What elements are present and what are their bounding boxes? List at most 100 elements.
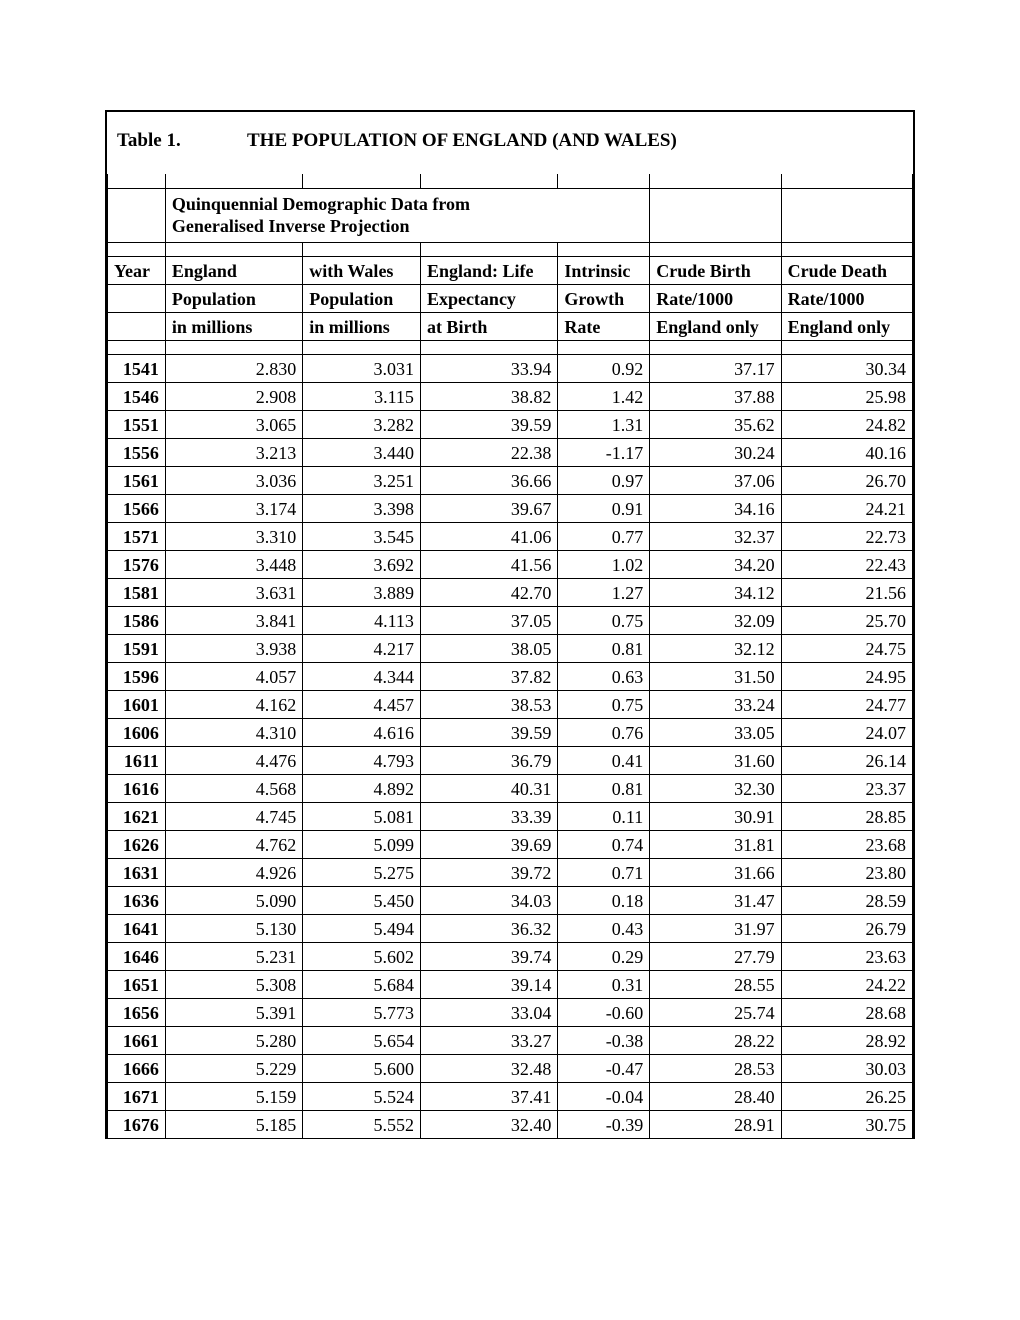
subtitle-line2: Generalised Inverse Projection xyxy=(172,216,410,236)
data-cell: 0.77 xyxy=(558,522,650,550)
data-cell: 3.440 xyxy=(303,438,421,466)
data-cell: 1646 xyxy=(108,942,166,970)
header-cell: England only xyxy=(650,312,781,340)
data-cell: 1571 xyxy=(108,522,166,550)
table-title: THE POPULATION OF ENGLAND (AND WALES) xyxy=(247,130,903,152)
header-cell xyxy=(108,284,166,312)
data-cell: 28.92 xyxy=(781,1026,912,1054)
header-cell: Year xyxy=(108,256,166,284)
data-cell: 4.762 xyxy=(165,830,302,858)
data-cell: 5.231 xyxy=(165,942,302,970)
data-cell: 30.91 xyxy=(650,802,781,830)
data-cell: 22.73 xyxy=(781,522,912,550)
data-cell: 28.22 xyxy=(650,1026,781,1054)
data-cell: 5.159 xyxy=(165,1082,302,1110)
data-cell: -0.04 xyxy=(558,1082,650,1110)
table-row: 15513.0653.28239.591.3135.6224.82 xyxy=(108,410,913,438)
table-row: 15913.9384.21738.050.8132.1224.75 xyxy=(108,634,913,662)
table-row: 15763.4483.69241.561.0234.2022.43 xyxy=(108,550,913,578)
data-cell: 30.24 xyxy=(650,438,781,466)
data-cell: 3.545 xyxy=(303,522,421,550)
data-cell: 28.68 xyxy=(781,998,912,1026)
data-cell: 4.476 xyxy=(165,746,302,774)
data-cell: 4.217 xyxy=(303,634,421,662)
data-cell: 32.12 xyxy=(650,634,781,662)
data-cell: 1601 xyxy=(108,690,166,718)
data-cell: 34.12 xyxy=(650,578,781,606)
data-cell: 31.97 xyxy=(650,914,781,942)
data-cell: 2.908 xyxy=(165,382,302,410)
data-cell: 1546 xyxy=(108,382,166,410)
data-cell: 1561 xyxy=(108,466,166,494)
data-cell: 23.80 xyxy=(781,858,912,886)
data-cell: 0.75 xyxy=(558,690,650,718)
data-cell: 25.70 xyxy=(781,606,912,634)
header-row: in millionsin millionsat BirthRateEnglan… xyxy=(108,312,913,340)
data-cell: 0.81 xyxy=(558,774,650,802)
data-cell: 31.47 xyxy=(650,886,781,914)
data-cell: 1651 xyxy=(108,970,166,998)
data-cell: 0.18 xyxy=(558,886,650,914)
data-cell: 42.70 xyxy=(420,578,557,606)
data-cell: 5.090 xyxy=(165,886,302,914)
data-cell: 1606 xyxy=(108,718,166,746)
header-cell: Population xyxy=(303,284,421,312)
header-cell: England: Life xyxy=(420,256,557,284)
data-cell: 1626 xyxy=(108,830,166,858)
table-row: 15563.2133.44022.38-1.1730.2440.16 xyxy=(108,438,913,466)
data-cell: 4.162 xyxy=(165,690,302,718)
data-cell: 33.04 xyxy=(420,998,557,1026)
data-cell: 28.91 xyxy=(650,1110,781,1138)
data-cell: 3.841 xyxy=(165,606,302,634)
header-row: YearEnglandwith WalesEngland: LifeIntrin… xyxy=(108,256,913,284)
data-cell: 35.62 xyxy=(650,410,781,438)
data-cell: 3.115 xyxy=(303,382,421,410)
data-cell: 5.773 xyxy=(303,998,421,1026)
data-cell: 30.34 xyxy=(781,354,912,382)
spacer-row xyxy=(108,174,913,188)
data-cell: 31.66 xyxy=(650,858,781,886)
data-cell: 24.22 xyxy=(781,970,912,998)
header-cell: with Wales xyxy=(303,256,421,284)
data-cell: 0.75 xyxy=(558,606,650,634)
data-cell: 39.67 xyxy=(420,494,557,522)
table-row: 15863.8414.11337.050.7532.0925.70 xyxy=(108,606,913,634)
header-cell: at Birth xyxy=(420,312,557,340)
data-cell: 3.398 xyxy=(303,494,421,522)
data-cell: 24.95 xyxy=(781,662,912,690)
table-row: 15462.9083.11538.821.4237.8825.98 xyxy=(108,382,913,410)
data-cell: 36.66 xyxy=(420,466,557,494)
data-cell: 5.524 xyxy=(303,1082,421,1110)
data-cell: 5.275 xyxy=(303,858,421,886)
data-cell: 39.72 xyxy=(420,858,557,886)
data-cell: 22.38 xyxy=(420,438,557,466)
data-cell: 5.684 xyxy=(303,970,421,998)
data-cell: 28.40 xyxy=(650,1082,781,1110)
table-row: 15813.6313.88942.701.2734.1221.56 xyxy=(108,578,913,606)
data-cell: 5.081 xyxy=(303,802,421,830)
table-frame: Table 1. THE POPULATION OF ENGLAND (AND … xyxy=(105,110,915,1139)
header-cell xyxy=(108,312,166,340)
data-cell: 3.213 xyxy=(165,438,302,466)
data-cell: 3.251 xyxy=(303,466,421,494)
data-cell: 39.69 xyxy=(420,830,557,858)
data-cell: 26.70 xyxy=(781,466,912,494)
table-row: 16365.0905.45034.030.1831.4728.59 xyxy=(108,886,913,914)
data-cell: 0.91 xyxy=(558,494,650,522)
data-cell: 1.02 xyxy=(558,550,650,578)
table-row: 16114.4764.79336.790.4131.6026.14 xyxy=(108,746,913,774)
data-cell: 0.29 xyxy=(558,942,650,970)
data-cell: 24.21 xyxy=(781,494,912,522)
data-cell: 37.88 xyxy=(650,382,781,410)
data-cell: 30.75 xyxy=(781,1110,912,1138)
data-cell: 1576 xyxy=(108,550,166,578)
data-cell: 4.344 xyxy=(303,662,421,690)
data-cell: 5.552 xyxy=(303,1110,421,1138)
data-cell: 4.457 xyxy=(303,690,421,718)
data-cell: 4.057 xyxy=(165,662,302,690)
subtitle-row: Quinquennial Demographic Data from Gener… xyxy=(108,188,913,242)
data-cell: 0.41 xyxy=(558,746,650,774)
data-cell: 3.036 xyxy=(165,466,302,494)
data-cell: 1616 xyxy=(108,774,166,802)
table-row: 16465.2315.60239.740.2927.7923.63 xyxy=(108,942,913,970)
